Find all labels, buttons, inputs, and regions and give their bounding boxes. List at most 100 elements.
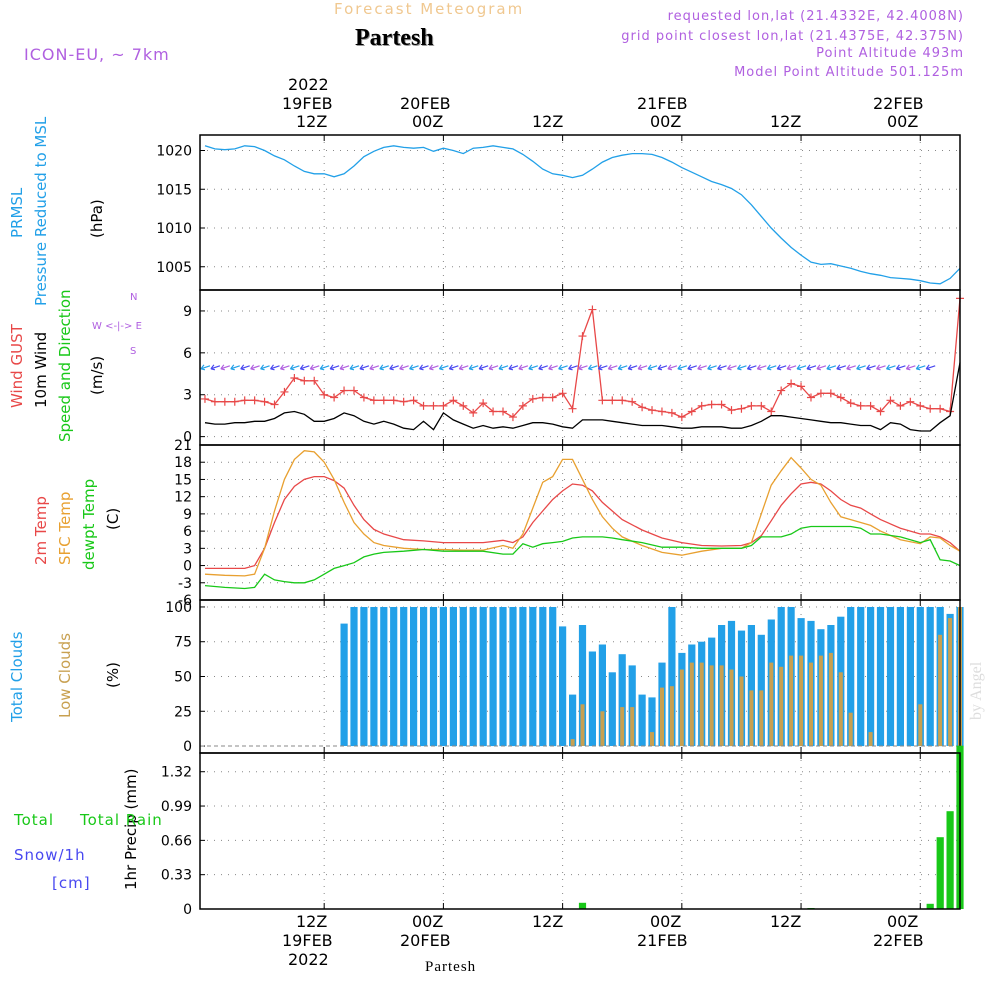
clouds-bar bbox=[529, 607, 537, 747]
clouds-bar bbox=[669, 686, 674, 746]
wind-gust-marker bbox=[340, 386, 349, 395]
wind-gust-marker bbox=[856, 401, 865, 410]
wind-direction-arrow bbox=[756, 364, 767, 371]
wind-direction-arrow bbox=[518, 364, 529, 371]
compass-south: S bbox=[130, 346, 137, 357]
temperature-ytick-label: 9 bbox=[183, 507, 192, 523]
clouds-bar bbox=[938, 634, 943, 747]
clouds-bar bbox=[449, 607, 457, 747]
wind-gust-marker bbox=[717, 400, 726, 409]
clouds-bar bbox=[489, 607, 497, 747]
wind-direction-arrow bbox=[617, 364, 628, 371]
wind-direction-arrow bbox=[319, 364, 330, 371]
precip-ytick-label: 0.66 bbox=[161, 833, 192, 849]
clouds-bar bbox=[360, 607, 368, 747]
clouds-ytick-label: 75 bbox=[174, 635, 192, 651]
wind-direction-arrow bbox=[438, 364, 449, 371]
wind-gust-marker bbox=[508, 413, 517, 422]
wind-direction-arrow bbox=[478, 364, 489, 371]
wind-direction-arrow bbox=[289, 364, 300, 371]
clouds-bar bbox=[759, 690, 764, 746]
wind-direction-arrow bbox=[796, 364, 807, 371]
wind-gust-marker bbox=[697, 401, 706, 410]
clouds-bar bbox=[848, 712, 853, 747]
wind-direction-arrow bbox=[458, 364, 469, 371]
clouds-bar bbox=[749, 690, 754, 746]
wind-gust-marker bbox=[727, 406, 736, 415]
wind-direction-arrow bbox=[498, 364, 509, 371]
wind-gust-marker bbox=[489, 407, 498, 416]
clouds-bar bbox=[868, 732, 873, 746]
wind-gust-marker bbox=[787, 379, 796, 388]
wind-gust-marker bbox=[608, 396, 617, 405]
wind-gust-marker bbox=[816, 389, 825, 398]
wind-gust-marker bbox=[558, 389, 567, 398]
wind-direction-arrow bbox=[677, 364, 688, 371]
clouds-bar bbox=[838, 672, 843, 746]
wind-gust-marker bbox=[677, 413, 686, 422]
wind-gust-marker bbox=[836, 393, 845, 402]
clouds-bar bbox=[799, 655, 804, 746]
wind-gust-marker bbox=[210, 397, 219, 406]
wind-gust-marker bbox=[479, 399, 488, 408]
wind-direction-arrow bbox=[578, 364, 588, 371]
wind-direction-arrow bbox=[200, 364, 211, 371]
precip-ytick-label: 0 bbox=[183, 902, 192, 918]
clouds-bar bbox=[499, 607, 507, 747]
clouds-bar bbox=[479, 607, 487, 747]
clouds-ytick-label: 100 bbox=[165, 600, 192, 616]
wind-direction-arrow bbox=[627, 364, 638, 371]
pressure-ytick-label: 1005 bbox=[156, 260, 192, 276]
wind-direction-arrow bbox=[309, 364, 320, 371]
wind-direction-arrow bbox=[349, 364, 360, 371]
clouds-bar bbox=[459, 607, 467, 747]
wind-direction-arrow bbox=[776, 364, 787, 371]
clouds-bar bbox=[588, 651, 596, 747]
clouds-bar bbox=[916, 607, 924, 747]
wind-gust-marker bbox=[220, 397, 229, 406]
precip-bar bbox=[946, 811, 954, 909]
wind-gust-marker bbox=[409, 396, 418, 405]
wind-direction-arrow bbox=[359, 364, 370, 371]
wind-gust-marker bbox=[310, 376, 319, 385]
wind-gust-marker bbox=[797, 382, 806, 391]
precip-ytick-label: 1.32 bbox=[161, 765, 192, 781]
clouds-bar bbox=[608, 672, 616, 746]
wind-gust-marker bbox=[598, 396, 607, 405]
wind-series-line bbox=[204, 362, 961, 432]
top-hour-00z-3: 00Z bbox=[887, 112, 919, 131]
clouds-bar bbox=[400, 607, 408, 747]
clouds-ytick-label: 50 bbox=[174, 670, 192, 686]
wind-direction-arrow bbox=[210, 364, 221, 371]
bottom-hour-12z-3: 12Z bbox=[770, 912, 802, 931]
clouds-bar bbox=[747, 625, 755, 746]
wind-direction-arrow bbox=[389, 364, 399, 371]
wind-gust-marker bbox=[806, 393, 815, 402]
clouds-bar bbox=[679, 669, 684, 746]
clouds-bar bbox=[739, 676, 744, 746]
wind-gust-marker bbox=[876, 407, 885, 416]
clouds-bar bbox=[918, 704, 923, 746]
clouds-bar bbox=[906, 607, 914, 747]
precip-legend-total: Total bbox=[14, 811, 55, 829]
clouds-bar bbox=[620, 707, 625, 746]
wind-direction-arrow bbox=[876, 364, 886, 371]
wind-direction-arrow bbox=[707, 364, 717, 371]
clouds-ytick-label: 0 bbox=[183, 739, 192, 755]
temperature-ytick-label: 15 bbox=[174, 472, 192, 488]
clouds-bar bbox=[847, 607, 855, 747]
clouds-bar bbox=[828, 652, 833, 747]
wind-gust-marker bbox=[638, 403, 647, 412]
wind-gust-marker bbox=[648, 406, 657, 415]
bottom-hour-00z-2: 00Z bbox=[650, 912, 682, 931]
top-hour-12z-3: 12Z bbox=[770, 112, 802, 131]
precip-bar bbox=[926, 903, 934, 909]
wind-gust-marker bbox=[618, 396, 627, 405]
wind-gust-marker bbox=[578, 332, 587, 341]
wind-direction-arrow bbox=[488, 364, 499, 371]
clouds-bar bbox=[689, 662, 694, 747]
wind-gust-marker bbox=[757, 401, 766, 410]
wind-gust-marker bbox=[230, 397, 239, 406]
clouds-bar bbox=[709, 665, 714, 747]
